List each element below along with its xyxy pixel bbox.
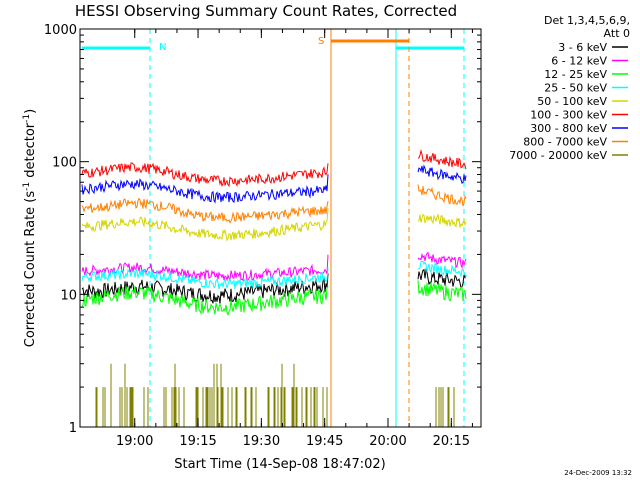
series-line-800-7000kev — [81, 197, 329, 224]
plot-frame — [79, 28, 482, 428]
n-label: N — [159, 42, 166, 53]
y-axis-label-sup1: -1 — [22, 182, 32, 191]
legend-label: 50 - 100 keV — [537, 95, 607, 108]
axes-layer — [79, 28, 482, 428]
x-axis-label: Start Time (14-Sep-08 18:47:02) — [174, 457, 385, 472]
y-axis-label-sup2: -1 — [22, 114, 32, 123]
series-line-12-25kev — [81, 285, 329, 316]
series-line-6-12kev — [417, 251, 467, 270]
footer-date: 24-Dec-2009 13:32 — [564, 469, 632, 477]
legend-label: 800 - 7000 keV — [523, 136, 607, 149]
y-axis-label-part2: detector — [23, 122, 38, 182]
ticks-layer: 19:00 19:15 19:30 19:45 20:00 20:15 1 10 100 1000 — [44, 23, 481, 449]
series-line-6-12kev — [81, 254, 329, 282]
series-line-25-50kev — [418, 260, 467, 278]
y-tick-label: 100 — [52, 156, 77, 171]
chart-title: HESSI Observing Summary Count Rates, Cor… — [75, 2, 457, 20]
x-tick-label: 20:15 — [433, 434, 470, 449]
legend-label: 7000 - 20000 keV — [509, 149, 607, 162]
series-line-3-6kev — [417, 268, 467, 289]
x-tick-label: 19:15 — [179, 434, 216, 449]
series-line-300-800kev — [81, 174, 329, 204]
series-line-300-800kev — [417, 164, 467, 184]
s-label: S — [318, 36, 324, 47]
y-axis-label-part3: ) — [23, 109, 38, 114]
legend-label: 300 - 800 keV — [530, 122, 607, 135]
series-line-100-300kev — [81, 162, 329, 188]
series-line-100-300kev — [417, 148, 467, 170]
legend-label: 6 - 12 keV — [551, 55, 607, 68]
series-layer — [81, 148, 467, 427]
x-tick-label: 19:45 — [306, 434, 343, 449]
x-tick-label: 20:00 — [369, 434, 406, 449]
legend-header-1: Det 1,3,4,5,6,9, — [544, 14, 630, 27]
day-night-markers — [82, 29, 465, 427]
y-axis-label-part1: Corrected Count Rate (s — [23, 191, 38, 348]
y-tick-label: 1 — [69, 421, 77, 436]
series-line-50-100kev — [81, 208, 329, 242]
series-line-800-7000kev — [417, 184, 467, 207]
y-tick-label: 10 — [60, 288, 77, 303]
x-tick-label: 19:30 — [243, 434, 280, 449]
series-line-12-25kev — [417, 280, 467, 302]
legend-label: 3 - 6 keV — [558, 41, 607, 54]
y-axis-label: Corrected Count Rate (s-1 detector-1) — [22, 109, 38, 347]
x-tick-label: 19:00 — [116, 434, 153, 449]
legend-label: 12 - 25 keV — [544, 68, 607, 81]
y-axis-label-group: Corrected Count Rate (s-1 detector-1) — [22, 109, 38, 347]
y-tick-label: 1000 — [44, 23, 77, 38]
legend-label: 100 - 300 keV — [530, 109, 607, 122]
legend-header-2: Att 0 — [604, 27, 630, 40]
legend-label: 25 - 50 keV — [544, 82, 607, 95]
series-line-25-50kev — [81, 267, 329, 290]
series-line-50-100kev — [417, 213, 467, 228]
